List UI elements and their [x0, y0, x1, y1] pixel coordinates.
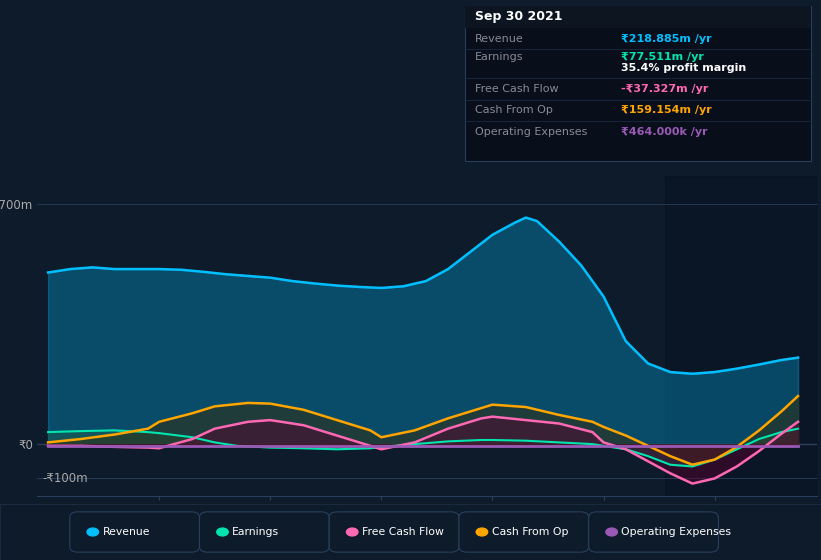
- Text: Cash From Op: Cash From Op: [492, 527, 568, 537]
- Text: Free Cash Flow: Free Cash Flow: [475, 84, 558, 94]
- Text: 35.4% profit margin: 35.4% profit margin: [621, 63, 746, 73]
- Text: Operating Expenses: Operating Expenses: [621, 527, 732, 537]
- Text: ₹464.000k /yr: ₹464.000k /yr: [621, 127, 708, 137]
- Text: Revenue: Revenue: [475, 34, 523, 44]
- Text: Cash From Op: Cash From Op: [475, 105, 553, 115]
- Text: ₹218.885m /yr: ₹218.885m /yr: [621, 34, 711, 44]
- Text: -₹100m: -₹100m: [43, 472, 88, 485]
- Text: -₹37.327m /yr: -₹37.327m /yr: [621, 84, 708, 94]
- Bar: [665, 176, 817, 496]
- Text: ₹77.511m /yr: ₹77.511m /yr: [621, 52, 704, 62]
- Text: Free Cash Flow: Free Cash Flow: [362, 527, 444, 537]
- Text: Earnings: Earnings: [475, 52, 523, 62]
- Text: Sep 30 2021: Sep 30 2021: [475, 10, 562, 24]
- Text: Earnings: Earnings: [232, 527, 279, 537]
- Text: Revenue: Revenue: [103, 527, 150, 537]
- Text: ₹159.154m /yr: ₹159.154m /yr: [621, 105, 712, 115]
- Text: Operating Expenses: Operating Expenses: [475, 127, 587, 137]
